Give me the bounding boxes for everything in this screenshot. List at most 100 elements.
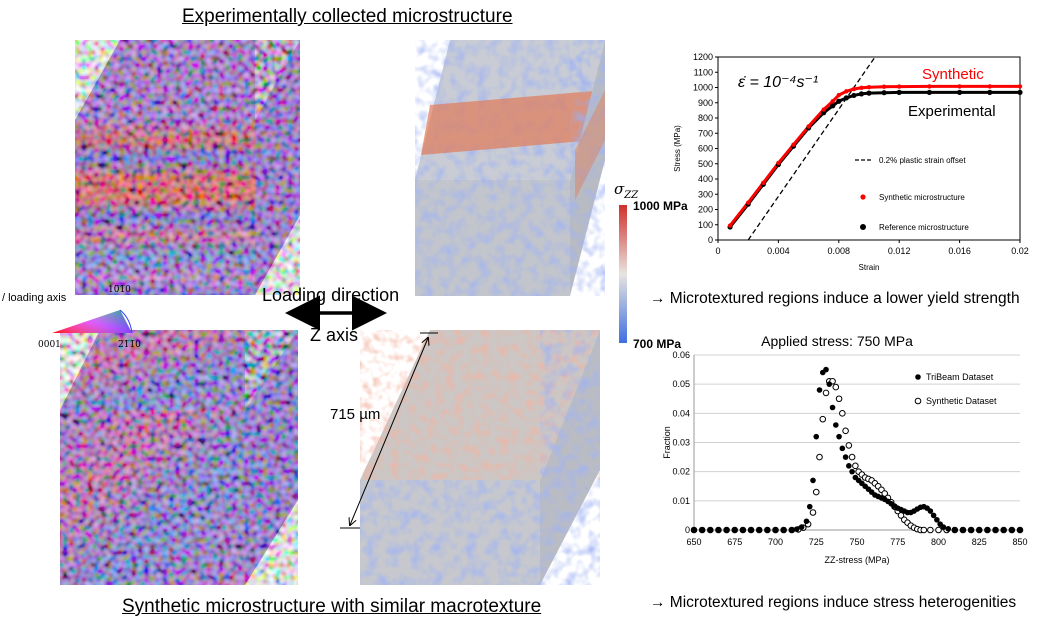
synthetic-point bbox=[791, 142, 796, 147]
tribeam-dataset-point bbox=[833, 422, 839, 428]
colorbar-max-label: 1000 MPa bbox=[633, 199, 688, 213]
y-tick-label: 0.03 bbox=[672, 438, 690, 448]
x-tick-label: 0.008 bbox=[828, 246, 851, 256]
synthetic-dataset-point bbox=[819, 415, 827, 423]
tribeam-dataset-point bbox=[723, 527, 730, 533]
tribeam-dataset-point bbox=[976, 527, 983, 533]
stress-distribution-chart: Applied stress: 750 MPa 0 0.01 0.02 0.03 0.04… bbox=[662, 333, 1028, 565]
y-tick-label: 0 bbox=[685, 525, 690, 535]
tribeam-dataset-point bbox=[740, 527, 746, 533]
legend-tribeam-swatch bbox=[915, 374, 921, 380]
reference-point bbox=[957, 89, 963, 95]
tribeam-dataset-point bbox=[806, 503, 813, 510]
tribeam-dataset-point bbox=[803, 518, 810, 525]
synthetic-dataset-point bbox=[920, 526, 928, 534]
synthetic-point bbox=[859, 85, 864, 91]
x-tick-label: 850 bbox=[1012, 537, 1027, 547]
synthetic-dataset-point bbox=[845, 442, 853, 449]
x-axis-label: Strain bbox=[859, 263, 880, 272]
legend-tribeam-label: TriBeam Dataset bbox=[926, 372, 994, 382]
y-tick-label: 500 bbox=[698, 159, 713, 169]
synthetic-point bbox=[776, 160, 781, 166]
synthetic-point bbox=[830, 99, 835, 104]
loading-direction-label: Loading direction bbox=[262, 285, 400, 305]
synthetic-point bbox=[761, 180, 766, 186]
tribeam-dataset-point bbox=[691, 527, 697, 533]
x-tick-label: 775 bbox=[890, 537, 905, 547]
tribeam-dataset-point bbox=[816, 387, 823, 393]
synthetic-point bbox=[897, 84, 902, 89]
tribeam-dataset-point bbox=[731, 527, 738, 533]
tribeam-dataset-point bbox=[945, 526, 952, 532]
synthetic-point bbox=[1017, 84, 1023, 89]
tribeam-dataset-point bbox=[715, 527, 722, 533]
synthetic-point bbox=[881, 84, 887, 89]
y-tick-label: 700 bbox=[698, 128, 713, 138]
legend-reference-label: Reference microstructure bbox=[879, 223, 969, 232]
y-tick-label: 300 bbox=[698, 189, 713, 199]
y-tick-label: 400 bbox=[698, 174, 713, 184]
y-tick-label: 0 bbox=[708, 235, 713, 245]
tribeam-dataset-point bbox=[846, 463, 852, 469]
tribeam-dataset-point bbox=[813, 433, 820, 440]
y-tick-label: 100 bbox=[698, 220, 713, 230]
y-axis-label: Stress (MPa) bbox=[673, 125, 682, 172]
note-lower-yield: → Microtextured regions induce a lower y… bbox=[650, 290, 1020, 307]
tribeam-dataset-point bbox=[764, 527, 771, 533]
synthetic-dataset-point bbox=[935, 526, 942, 534]
y-tick-label: 0.05 bbox=[672, 379, 690, 389]
reference-point bbox=[926, 89, 932, 95]
reference-point bbox=[858, 91, 865, 97]
y-tick-label: 1200 bbox=[693, 52, 713, 62]
stress-colorbar bbox=[619, 205, 627, 343]
strain-rate-equation: ε̇ = 10⁻⁴s⁻¹ bbox=[738, 74, 818, 91]
label-synthetic: Synthetic bbox=[922, 66, 984, 83]
x-tick-label: 0 bbox=[715, 246, 720, 256]
tribeam-dataset-point bbox=[960, 527, 966, 533]
x-tick-label: 0.02 bbox=[1011, 246, 1029, 256]
synthetic-dataset-point bbox=[812, 488, 820, 496]
tribeam-dataset-point bbox=[810, 477, 816, 484]
synthetic-dataset-point bbox=[839, 410, 846, 417]
reference-point bbox=[830, 103, 836, 109]
y-tick-label: 900 bbox=[698, 98, 713, 108]
y-tick-label: 0.02 bbox=[672, 467, 690, 477]
tribeam-dataset-point bbox=[934, 516, 940, 523]
colorbar-symbol: σZZ bbox=[614, 180, 639, 201]
tribeam-dataset-point bbox=[823, 366, 829, 373]
reference-point bbox=[836, 98, 842, 104]
synthetic-dataset-point bbox=[842, 427, 849, 435]
ipf-title: / loading axis bbox=[2, 292, 67, 304]
reference-point bbox=[987, 89, 993, 95]
y-axis-label: Fraction bbox=[662, 426, 672, 459]
tribeam-dataset-point bbox=[699, 527, 705, 533]
x-tick-label: 825 bbox=[972, 537, 987, 547]
x-axis-label: ZZ-stress (MPa) bbox=[825, 555, 890, 565]
y-tick-label: 0.04 bbox=[672, 408, 690, 418]
tribeam-dataset-point bbox=[836, 433, 842, 440]
tribeam-dataset-point bbox=[1009, 527, 1015, 533]
synthetic-dataset-point bbox=[835, 395, 843, 403]
reference-point bbox=[1017, 89, 1023, 95]
synthetic-dataset-point bbox=[848, 453, 856, 461]
synthetic-point bbox=[727, 223, 733, 228]
tribeam-dataset-point bbox=[756, 527, 762, 533]
x-tick-label: 675 bbox=[727, 537, 742, 547]
synthetic-point bbox=[836, 92, 841, 98]
stress-strain-chart: 0 100 200 300 400 500 600 700 800 900 1000 1100 1200… bbox=[673, 52, 1029, 272]
tribeam-dataset-point bbox=[826, 381, 833, 387]
synthetic-stress-block bbox=[360, 330, 600, 585]
ipf-label-0001: 0001 bbox=[38, 340, 61, 350]
x-tick-label: 0.016 bbox=[948, 246, 971, 256]
label-experimental: Experimental bbox=[908, 103, 996, 120]
experimental-ebsd-block bbox=[75, 40, 300, 295]
synthetic-point bbox=[866, 84, 872, 90]
tribeam-dataset-point bbox=[1000, 527, 1007, 533]
tribeam-dataset-point bbox=[707, 527, 714, 533]
y-tick-label: 0.01 bbox=[672, 496, 690, 506]
synthetic-dataset-point bbox=[809, 509, 817, 516]
title-experimental: Experimentally collected microstructure bbox=[182, 6, 513, 27]
ipf-label-2-1-10: 2̅1̅1̅0 bbox=[118, 340, 141, 350]
tribeam-dataset-point bbox=[992, 527, 999, 533]
x-tick-label: 700 bbox=[768, 537, 783, 547]
